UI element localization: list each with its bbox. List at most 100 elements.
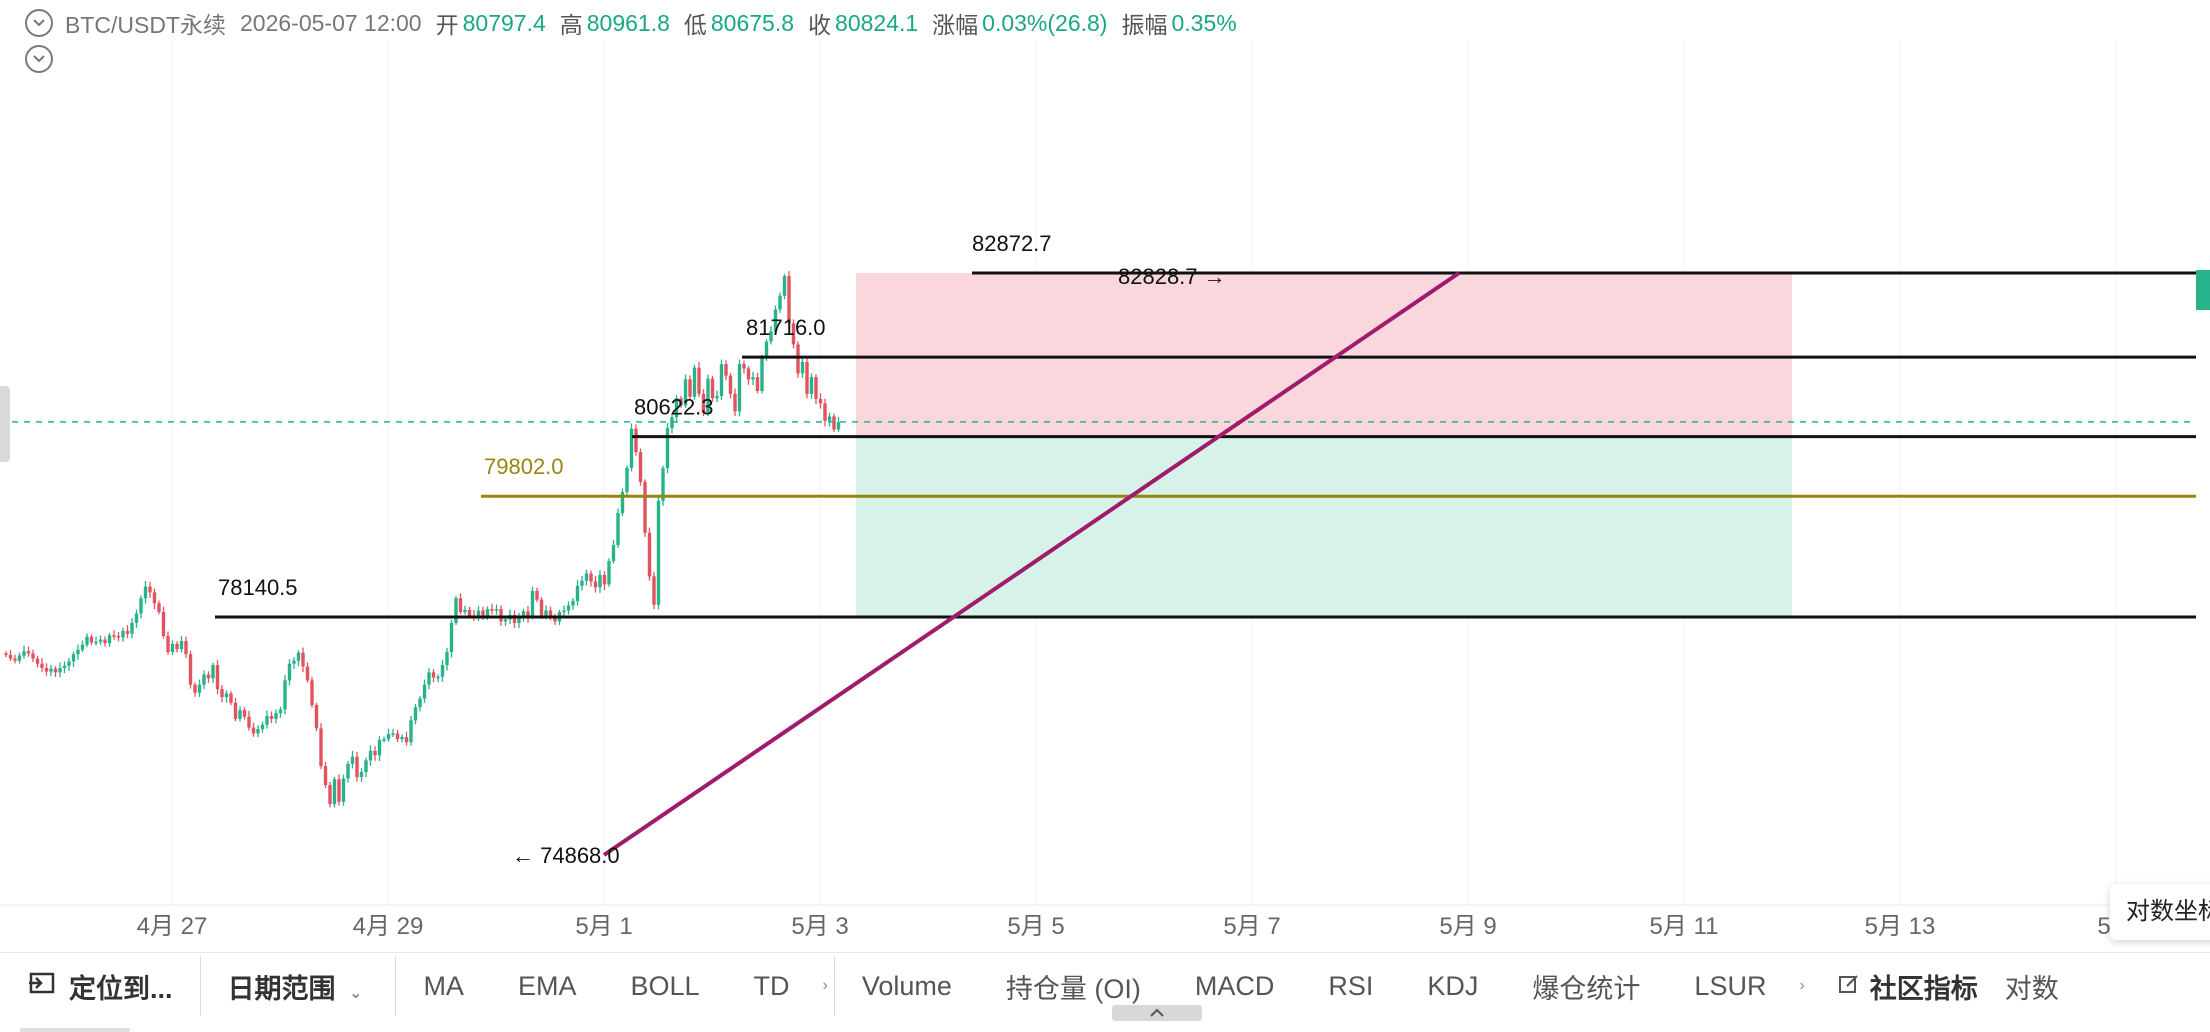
low-label: 低 [683,12,707,38]
ohlc-header: BTC/USDT永续 2026-05-07 12:00 开 80797.4 高 … [25,8,1251,38]
candle [647,532,652,577]
candle [589,573,593,582]
candle [310,680,314,706]
candle [553,617,557,622]
candle [440,665,445,677]
candle [746,368,751,380]
candle [22,651,26,656]
candle [40,663,44,668]
current-price-marker [2196,270,2210,310]
candle [634,428,638,453]
indicator-lsur[interactable]: LSUR [1694,970,1767,1001]
locate-button[interactable]: 定位到... [0,967,200,1006]
candle [418,698,422,708]
change-label: 涨幅 [932,12,979,38]
indicator-toggle-icon[interactable] [25,45,53,73]
candle [188,654,193,685]
indicator-volume[interactable]: Volume [861,970,952,1001]
candle [274,713,278,719]
close-label: 收 [808,12,832,38]
candle [602,574,607,585]
candle [499,609,503,622]
candle [328,785,332,804]
candle [125,630,130,634]
candle [769,331,773,342]
indicator-liquidation[interactable]: 爆仓统计 [1532,973,1641,1004]
candle [661,468,665,501]
chevron-right-icon[interactable]: › [822,977,828,994]
collapse-icon[interactable] [25,9,53,37]
panel-expand-handle[interactable] [1112,1005,1202,1021]
indicator-boll[interactable]: BOLL [630,970,700,1001]
toolbar-divider [199,956,201,1016]
indicator-ma[interactable]: MA [423,970,464,1001]
price-level-label: 80622.3 [634,395,714,420]
candle [814,377,818,399]
price-level-label: 79802.0 [484,454,564,479]
x-tick-label: 4月 27 [137,913,208,940]
candle [197,684,202,693]
candle [751,377,755,380]
left-drawer-handle[interactable] [0,386,10,462]
low-value: 80675.8 [710,9,795,36]
candle [773,309,778,332]
candle [611,545,616,562]
price-chart[interactable]: 82872.7 81716.0 80622.3 79802.0 78140.5 82828… [0,0,2210,950]
candle [580,580,584,586]
candle [292,660,296,664]
candle [211,665,215,679]
candle [220,689,224,698]
candle [679,398,683,406]
candle [116,635,121,638]
symbol-name[interactable]: BTC/USDT永续 [65,12,226,38]
candle [31,653,35,659]
high-value: 80961.8 [586,9,670,36]
indicator-td[interactable]: TD [753,970,790,1001]
chevron-right-icon[interactable]: › [1799,977,1805,994]
stop-zone [856,272,1792,437]
candle [791,323,796,345]
candle [139,598,143,614]
chart-area[interactable]: 82872.7 81716.0 80622.3 79802.0 78140.5 82828… [0,0,2210,950]
candle [818,398,823,404]
community-indicators-button[interactable]: 社区指标 [1811,967,2005,1006]
candle [17,655,22,661]
candle [8,654,13,659]
candle [782,276,787,296]
candle [755,377,760,391]
candle [706,378,710,413]
log-scale-tooltip[interactable]: 对数坐标 [2110,884,2210,940]
candle [350,756,355,764]
candle [166,635,170,652]
x-tick-label: 5月 3 [791,913,848,940]
indicator-ema[interactable]: EMA [517,970,577,1001]
candle [224,693,229,698]
log-scale-button[interactable]: 对数 [2004,973,2059,1004]
candle [157,603,161,613]
candle [148,586,152,593]
candle [805,361,809,394]
candle [458,598,463,613]
candle [620,492,625,514]
candle [107,635,112,644]
chevron-down-icon: ⌄ [349,984,363,1002]
indicator-kdj[interactable]: KDJ [1427,970,1479,1001]
open-label: 开 [435,12,459,38]
candle [364,760,368,772]
candle [449,622,454,652]
x-tick-label: 5月 5 [1007,913,1064,940]
candle [629,428,634,469]
close-value: 80824.1 [835,9,919,36]
candle [413,707,418,721]
indicator-oi[interactable]: 持仓量 (OI) [1005,973,1141,1004]
indicator-rsi[interactable]: RSI [1328,970,1374,1001]
candle [409,720,413,743]
scroll-indicator[interactable] [20,1028,130,1032]
candle [521,611,526,617]
date-range-button[interactable]: 日期范围 ⌄ [201,967,396,1006]
indicator-toolbar: 定位到... 日期范围 ⌄ MA EMA BOLL TD › Volume 持仓… [0,952,2210,1019]
candle [760,358,764,391]
candle [445,651,449,666]
indicator-macd[interactable]: MACD [1194,970,1275,1001]
candle [683,379,688,406]
